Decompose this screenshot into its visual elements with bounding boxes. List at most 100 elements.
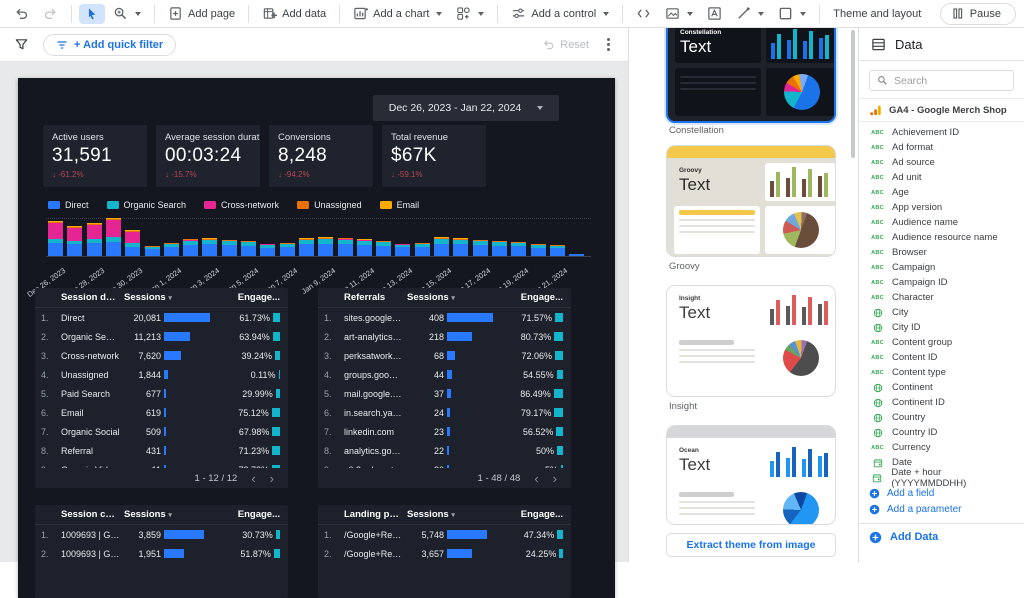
column-header-sort[interactable]: Sessions ▾ xyxy=(124,509,220,520)
theme-and-layout-button[interactable]: Theme and layout xyxy=(827,5,927,23)
field-item[interactable]: Date + hour (YYYYMMDDHH) xyxy=(859,470,1024,485)
table-campaigns[interactable]: Session campai...Sessions ▾Engage...1.10… xyxy=(35,505,288,598)
add-parameter-button[interactable]: Add a parameter xyxy=(859,501,1024,517)
zoom-tool-button[interactable] xyxy=(107,3,147,24)
legend-item-4[interactable]: Email xyxy=(380,200,420,210)
field-item[interactable]: Country xyxy=(859,410,1024,425)
legend-item-0[interactable]: Direct xyxy=(48,200,89,210)
table-channels[interactable]: Session default...Sessions ▾Engage...1.D… xyxy=(35,288,288,488)
field-item[interactable]: City xyxy=(859,305,1024,320)
community-visualizations-button[interactable] xyxy=(450,3,490,24)
engagement-bar xyxy=(272,408,280,417)
legend-item-1[interactable]: Organic Search xyxy=(107,200,187,210)
add-quick-filter-button[interactable]: + Add quick filter xyxy=(43,34,176,56)
column-header-sort[interactable]: Sessions ▾ xyxy=(407,292,503,303)
redo-button[interactable] xyxy=(37,3,64,24)
add-page-button[interactable]: Add page xyxy=(162,3,241,24)
legend-item-3[interactable]: Unassigned xyxy=(297,200,362,210)
undo-button[interactable] xyxy=(8,3,35,24)
embed-button[interactable] xyxy=(630,3,657,24)
insert-line-button[interactable] xyxy=(730,3,770,24)
data-source-row[interactable]: GA4 - Google Merch Shop xyxy=(859,98,1024,122)
add-control-button[interactable]: Add a control xyxy=(505,3,615,24)
reset-button[interactable]: Reset xyxy=(542,38,589,51)
date-range-control[interactable]: Dec 26, 2023 - Jan 22, 2024 xyxy=(373,95,559,121)
theme-bar-chart-tile xyxy=(765,443,836,481)
table-row[interactable]: 4.groups.google.com4454.55% xyxy=(318,365,571,384)
funnel-icon[interactable] xyxy=(14,37,29,52)
add-data-button[interactable]: Add data xyxy=(256,3,332,24)
field-item[interactable]: Continent xyxy=(859,380,1024,395)
column-header-sort[interactable]: Sessions ▾ xyxy=(407,509,503,520)
field-item[interactable]: Continent ID xyxy=(859,395,1024,410)
pagination-next-button[interactable]: › xyxy=(553,472,557,485)
field-item[interactable]: City ID xyxy=(859,320,1024,335)
add-chart-button[interactable]: Add a chart xyxy=(347,3,448,24)
column-header-sort[interactable]: Sessions ▾ xyxy=(124,292,220,303)
insert-shape-button[interactable] xyxy=(772,3,812,24)
time-series-chart[interactable] xyxy=(46,216,591,257)
field-item[interactable]: Country ID xyxy=(859,425,1024,440)
pause-button[interactable]: Pause xyxy=(940,3,1016,25)
select-tool-button[interactable] xyxy=(79,4,105,24)
pagination-prev-button[interactable]: ‹ xyxy=(251,472,255,485)
insert-image-button[interactable] xyxy=(659,3,699,24)
legend-item-2[interactable]: Cross-network xyxy=(204,200,279,210)
table-row[interactable]: 6.in.search.yahoo.com2479.17% xyxy=(318,403,571,422)
extract-theme-button[interactable]: Extract theme from image xyxy=(666,533,836,557)
more-options-button[interactable] xyxy=(603,36,614,53)
report-page[interactable]: Dec 26, 2023 - Jan 22, 2024 Active users… xyxy=(18,78,615,598)
field-search-box[interactable] xyxy=(869,70,1014,91)
pagination-prev-button[interactable]: ‹ xyxy=(534,472,538,485)
insert-text-button[interactable] xyxy=(701,3,728,24)
kpi-card-1[interactable]: Average session duration00:03:24↓ -15.7% xyxy=(156,125,260,187)
pagination-next-button[interactable]: › xyxy=(270,472,274,485)
table-row[interactable]: 8.analytics.google.com2250% xyxy=(318,441,571,460)
kpi-card-3[interactable]: Total revenue$67K↓ -59.1% xyxy=(382,125,486,187)
theme-panel-scrollbar[interactable] xyxy=(851,30,855,158)
search-input[interactable] xyxy=(894,75,994,87)
add-data-panel-button[interactable]: Add Data xyxy=(859,524,1024,550)
